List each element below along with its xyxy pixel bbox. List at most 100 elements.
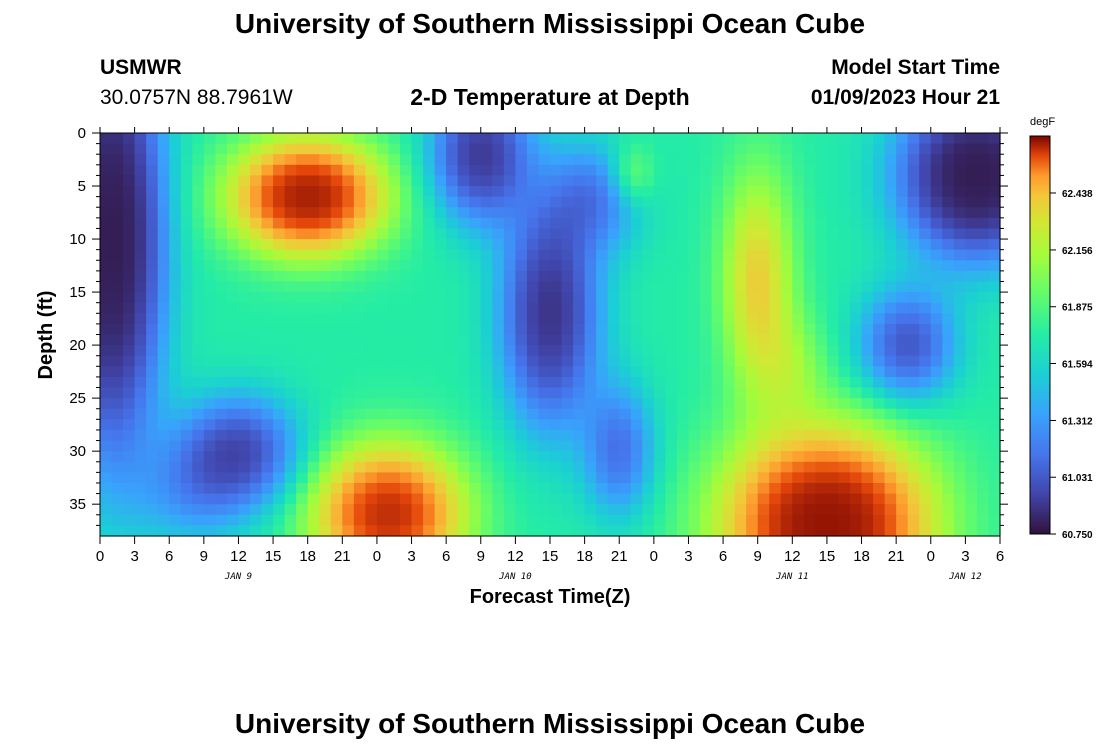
heatmap-cell	[134, 323, 147, 336]
heatmap-cell	[319, 302, 332, 314]
heatmap-cell	[203, 355, 216, 367]
heatmap-cell	[203, 249, 216, 261]
heatmap-cell	[619, 239, 632, 251]
heatmap-cell	[411, 249, 424, 261]
heatmap-cell	[307, 376, 320, 389]
heatmap-cell	[238, 366, 251, 378]
heatmap-cell	[434, 366, 447, 378]
heatmap-cell	[226, 323, 240, 336]
heatmap-cell	[480, 249, 493, 261]
heatmap-cell	[688, 196, 701, 208]
heatmap-cell	[503, 260, 516, 272]
heatmap-cell	[873, 440, 886, 452]
heatmap-cell	[803, 525, 816, 537]
x-tick-label: 15	[542, 548, 559, 565]
heatmap-cell	[192, 355, 205, 367]
heatmap-cell	[296, 461, 309, 473]
heatmap-cell	[273, 186, 286, 198]
heatmap-cell	[400, 313, 413, 325]
heatmap-cell	[226, 472, 240, 484]
heatmap-cell	[653, 281, 666, 293]
heatmap-cell	[446, 302, 459, 314]
heatmap-cell	[365, 239, 378, 251]
heatmap-cell	[896, 292, 909, 304]
heatmap-cell	[215, 239, 228, 251]
heatmap-cell	[734, 472, 747, 484]
heatmap-cell	[711, 260, 724, 272]
heatmap-cell	[307, 408, 320, 420]
heatmap-cell	[411, 514, 424, 526]
heatmap-cell	[100, 408, 113, 420]
heatmap-cell	[296, 514, 309, 526]
heatmap-cell	[515, 387, 528, 399]
heatmap-cell	[711, 270, 724, 283]
heatmap-cell	[965, 249, 978, 261]
heatmap-cell	[803, 451, 816, 463]
heatmap-cell	[884, 366, 897, 378]
heatmap-cell	[619, 249, 632, 261]
heatmap-cell	[550, 228, 563, 240]
heatmap-cell	[665, 260, 678, 272]
heatmap-cell	[561, 376, 574, 389]
heatmap-cell	[515, 355, 528, 367]
heatmap-cell	[988, 164, 1001, 177]
heatmap-cell	[746, 217, 759, 230]
heatmap-cell	[134, 260, 147, 272]
heatmap-cell	[965, 175, 978, 187]
heatmap-cell	[457, 334, 470, 346]
heatmap-cell	[734, 239, 747, 251]
heatmap-cell	[503, 345, 516, 357]
heatmap-cell	[226, 345, 240, 357]
heatmap-cell	[826, 196, 840, 208]
heatmap-cell	[653, 482, 666, 495]
heatmap-cell	[607, 260, 620, 272]
heatmap-cell	[965, 525, 978, 537]
heatmap-cell	[284, 270, 297, 283]
heatmap-cell	[769, 429, 782, 442]
heatmap-cell	[734, 525, 747, 537]
heatmap-cell	[526, 207, 540, 219]
heatmap-cell	[111, 514, 124, 526]
heatmap-cell	[503, 228, 516, 240]
heatmap-cell	[296, 504, 309, 516]
heatmap-cell	[653, 196, 666, 208]
heatmap-cell	[815, 239, 828, 251]
heatmap-cell	[561, 228, 574, 240]
heatmap-cell	[550, 207, 563, 219]
heatmap-cell	[976, 525, 990, 537]
heatmap-cell	[769, 302, 782, 314]
heatmap-cell	[780, 302, 793, 314]
heatmap-cell	[296, 472, 309, 484]
heatmap-cell	[642, 493, 655, 505]
heatmap-cell	[607, 302, 620, 314]
heatmap-cell	[423, 217, 436, 230]
heatmap-cell	[538, 525, 551, 537]
heatmap-cell	[480, 482, 493, 495]
heatmap-cell	[100, 514, 113, 526]
heatmap-cell	[746, 504, 759, 516]
heatmap-cell	[284, 345, 297, 357]
heatmap-cell	[273, 228, 286, 240]
heatmap-cell	[976, 419, 990, 431]
heatmap-cell	[215, 154, 228, 166]
heatmap-cell	[123, 133, 136, 145]
heatmap-cell	[203, 270, 216, 283]
heatmap-cell	[342, 376, 355, 389]
heatmap-cell	[123, 376, 136, 389]
heatmap-cell	[711, 313, 724, 325]
heatmap-cell	[988, 186, 1001, 198]
heatmap-cell	[400, 493, 413, 505]
heatmap-cell	[296, 154, 309, 166]
heatmap-cell	[573, 164, 586, 177]
heatmap-cell	[596, 164, 609, 177]
heatmap-cell	[907, 133, 920, 145]
heatmap-cell	[469, 228, 482, 240]
heatmap-cell	[492, 143, 505, 155]
heatmap-cell	[503, 175, 516, 187]
heatmap-cell	[734, 292, 747, 304]
colorbar: degF 62.43862.15661.87561.59461.31261.03…	[1029, 116, 1093, 541]
heatmap-cell	[319, 143, 332, 155]
heatmap-cell	[296, 313, 309, 325]
heatmap-cell	[711, 451, 724, 463]
colorbar-gradient	[1029, 135, 1051, 535]
